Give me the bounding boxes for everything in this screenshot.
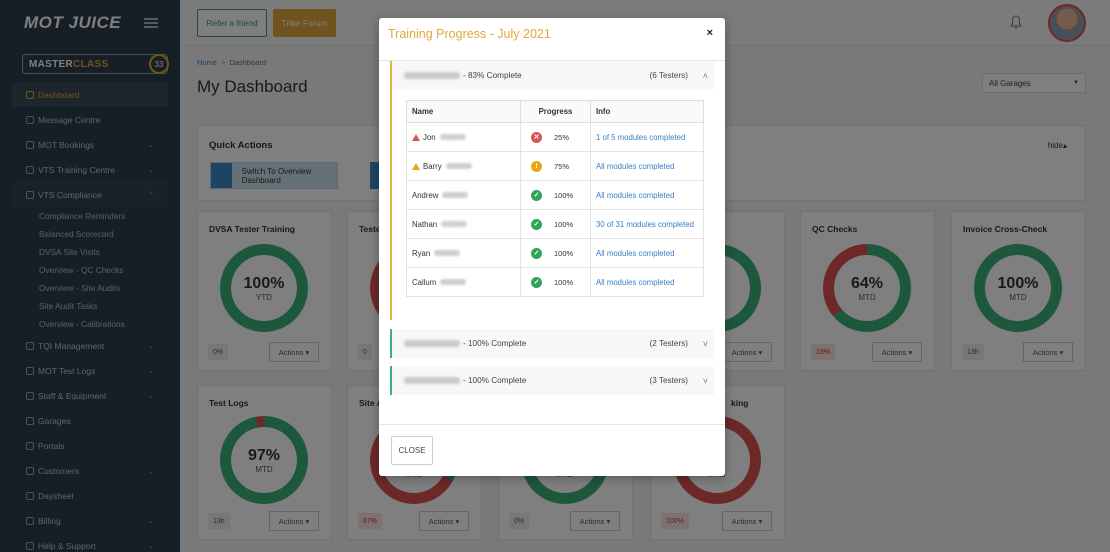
info-cell: All modules completed <box>590 151 704 181</box>
name-cell: Jon <box>406 122 521 152</box>
accordion-header-3[interactable]: - 100% Complete (3 Testers) ˅ <box>392 366 714 395</box>
info-link[interactable]: 30 of 31 modules completed <box>596 219 694 229</box>
tester-count: (2 Testers) <box>649 339 688 348</box>
site-name-redacted <box>404 377 460 384</box>
exclamation-circle-icon: ! <box>531 160 542 172</box>
training-progress-modal: Training Progress - July 2021 × - 83% Co… <box>379 18 725 476</box>
table-row: Nathan ✓ 100% 30 of 31 modules completed <box>406 209 704 239</box>
table-row: Barry ! 75% All modules completed <box>406 151 704 181</box>
tester-count: (3 Testers) <box>649 376 688 385</box>
info-cell: 30 of 31 modules completed <box>590 209 704 239</box>
info-link[interactable]: All modules completed <box>596 190 675 200</box>
tester-count: (6 Testers) <box>649 71 688 80</box>
name-cell: Andrew <box>406 180 521 210</box>
surname-redacted <box>440 279 467 286</box>
surname-redacted <box>441 221 468 228</box>
table-row: Ryan ✓ 100% All modules completed <box>406 238 704 268</box>
divider <box>379 60 725 61</box>
info-cell: All modules completed <box>590 267 704 297</box>
name-cell: Barry <box>406 151 521 181</box>
divider <box>379 424 725 425</box>
accordion-section-3: - 100% Complete (3 Testers) ˅ <box>390 366 714 395</box>
info-cell: All modules completed <box>590 180 704 210</box>
modal-title: Training Progress - July 2021 <box>388 27 551 41</box>
warning-icon <box>412 162 420 170</box>
x-circle-icon: ✕ <box>531 131 542 143</box>
accordion-header-2[interactable]: - 100% Complete (2 Testers) ˅ <box>392 329 714 358</box>
training-table: Name Progress Info Jon ✕ 25% 1 of 5 modul… <box>406 100 704 297</box>
accordion-header-1[interactable]: - 83% Complete (6 Testers) ˄ <box>392 61 714 90</box>
check-circle-icon: ✓ <box>531 247 542 259</box>
check-circle-icon: ✓ <box>531 218 542 230</box>
close-button[interactable]: CLOSE <box>391 436 433 465</box>
col-name: Name <box>406 100 521 123</box>
site-name-redacted <box>404 72 460 79</box>
chevron-down-icon: ˅ <box>702 338 708 349</box>
info-cell: 1 of 5 modules completed <box>590 122 704 152</box>
name-cell: Callum <box>406 267 521 297</box>
progress-cell: ✓ 100% <box>520 238 591 268</box>
progress-cell: ✓ 100% <box>520 180 591 210</box>
info-link[interactable]: All modules completed <box>596 161 675 171</box>
table-row: Callum ✓ 100% All modules completed <box>406 267 704 297</box>
surname-redacted <box>445 163 472 170</box>
accordion-section-1: - 83% Complete (6 Testers) ˄ Name Progre… <box>390 61 714 320</box>
close-icon[interactable]: × <box>706 27 713 39</box>
col-progress: Progress <box>520 100 591 123</box>
table-header-row: Name Progress Info <box>406 100 704 123</box>
progress-cell: ✓ 100% <box>520 209 591 239</box>
surname-redacted <box>439 134 466 141</box>
info-link[interactable]: All modules completed <box>596 277 675 287</box>
info-link[interactable]: 1 of 5 modules completed <box>596 132 686 142</box>
accordion-section-2: - 100% Complete (2 Testers) ˅ <box>390 329 714 358</box>
check-circle-icon: ✓ <box>531 189 542 201</box>
chevron-down-icon: ˅ <box>702 375 708 386</box>
surname-redacted <box>442 192 469 199</box>
info-link[interactable]: All modules completed <box>596 248 675 258</box>
section-status: - 100% Complete <box>463 339 527 348</box>
progress-cell: ! 75% <box>520 151 591 181</box>
surname-redacted <box>434 250 461 257</box>
section-status: - 83% Complete <box>463 71 522 80</box>
warning-icon <box>412 133 420 141</box>
chevron-up-icon: ˄ <box>702 70 708 81</box>
progress-cell: ✕ 25% <box>520 122 591 152</box>
table-row: Andrew ✓ 100% All modules completed <box>406 180 704 210</box>
name-cell: Ryan <box>406 238 521 268</box>
check-circle-icon: ✓ <box>531 276 542 288</box>
section-status: - 100% Complete <box>463 376 527 385</box>
table-row: Jon ✕ 25% 1 of 5 modules completed <box>406 122 704 152</box>
col-info: Info <box>590 100 704 123</box>
name-cell: Nathan <box>406 209 521 239</box>
site-name-redacted <box>404 340 460 347</box>
progress-cell: ✓ 100% <box>520 267 591 297</box>
info-cell: All modules completed <box>590 238 704 268</box>
